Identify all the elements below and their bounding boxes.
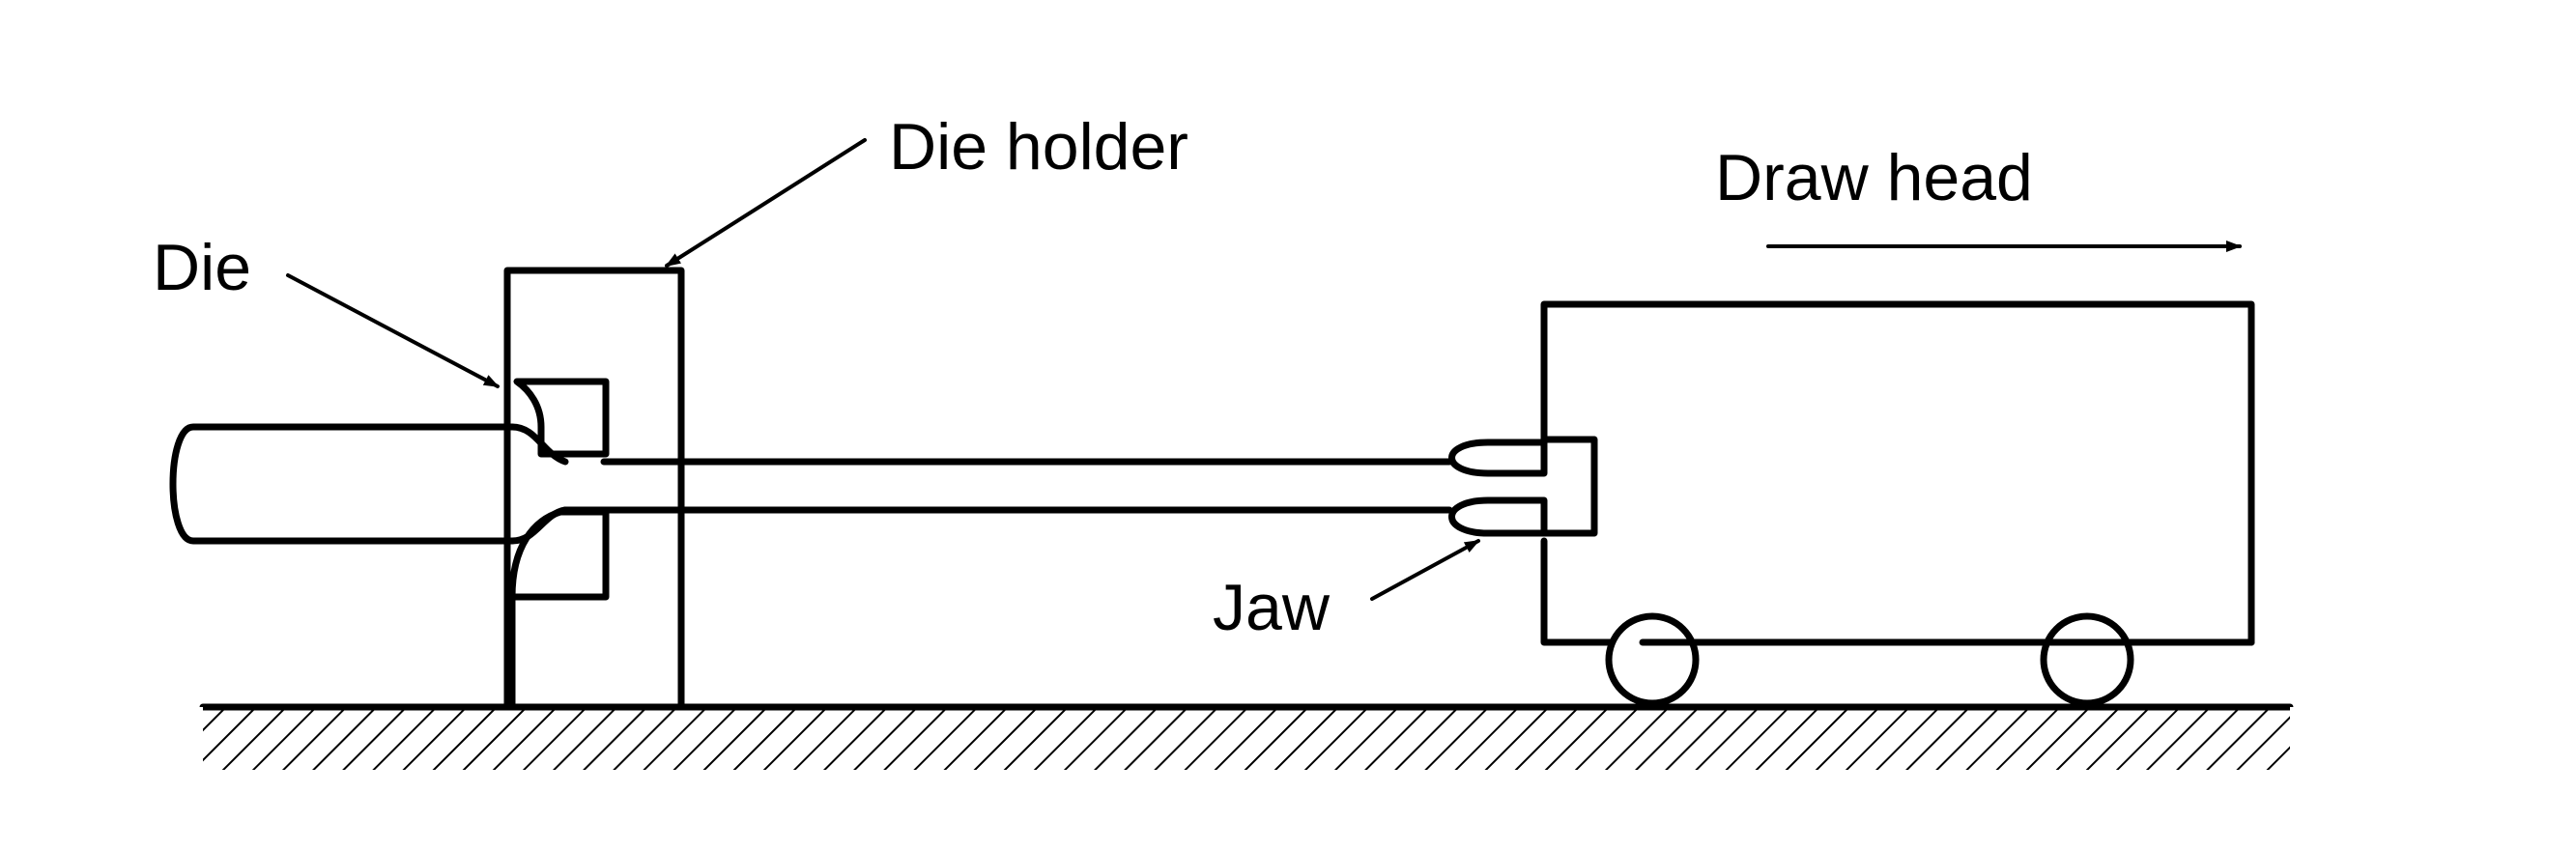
jaw-upper [1448,439,1548,477]
ground [145,703,2348,775]
wheel-front [1605,612,1700,707]
jaw-leader-line [1370,539,1480,601]
rod-stock [169,423,516,545]
die-lower-section [508,508,610,601]
jaw-label: Jaw [1213,571,1331,644]
draw-head-label: Draw head [1715,141,2033,214]
die-label: Die [153,231,251,304]
die-mouth-upper [508,423,569,466]
draw-head-body [1540,300,2255,646]
die-holder-leader-line [665,138,867,268]
drawn-wire [561,458,1453,514]
jaw-lower [1448,496,1548,537]
die-holder-outline [503,267,685,711]
die-leader-line [286,273,500,388]
die-holder-label: Die holder [889,110,1188,184]
jaw-clamp [1540,436,1598,537]
draw-head [1540,300,2255,707]
die [508,378,610,601]
die-holder [503,267,685,711]
die-mouth-lower [508,506,569,545]
ground-hatching [184,707,2309,770]
jaw [1448,436,1598,537]
die-upper-section [513,378,610,458]
draw-head-body-lower [1540,537,1616,646]
wheel-rear [2040,612,2134,707]
